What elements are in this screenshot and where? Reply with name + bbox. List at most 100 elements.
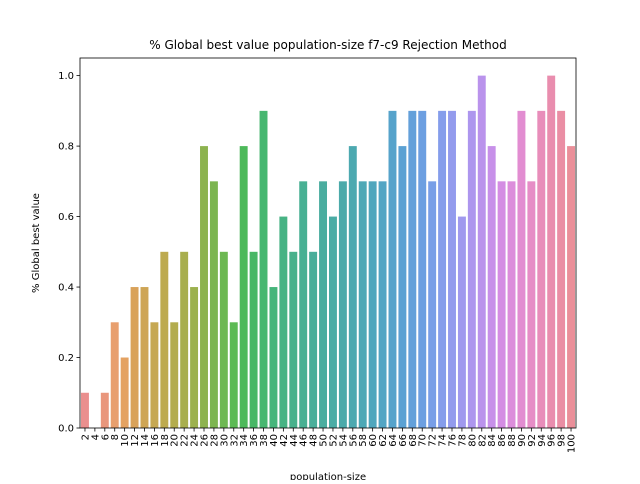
- x-tick-label: 24: [190, 434, 201, 447]
- x-axis-label: population-size: [290, 472, 366, 480]
- bar-64: [388, 110, 397, 429]
- y-axis-label: % Global best value: [31, 193, 42, 293]
- bar-38: [259, 110, 268, 429]
- bar-18: [160, 251, 169, 428]
- y-tick-label: 0.8: [58, 142, 74, 153]
- x-tick-label: 88: [507, 434, 518, 447]
- x-tick-label: 66: [398, 434, 409, 447]
- bar-28: [209, 181, 218, 428]
- x-tick-label: 98: [557, 434, 568, 447]
- bar-12: [130, 287, 139, 428]
- y-tick-label: 0.2: [58, 353, 74, 364]
- x-tick-label: 16: [150, 434, 161, 447]
- x-tick-label: 40: [269, 434, 280, 447]
- x-tick-label: 44: [289, 434, 300, 447]
- bar-84: [487, 146, 496, 428]
- x-tick-label: 2: [80, 434, 91, 440]
- x-tick-label: 100: [567, 434, 578, 453]
- bar-56: [348, 146, 357, 428]
- bar-98: [557, 110, 566, 429]
- bar-74: [438, 110, 447, 429]
- bar-72: [428, 181, 437, 428]
- bar-50: [319, 181, 328, 428]
- plot-area: 0.00.20.40.60.81.02468101214161820222426…: [58, 57, 578, 453]
- x-tick-label: 74: [438, 434, 449, 447]
- x-tick-label: 36: [249, 434, 260, 447]
- bar-2: [80, 392, 89, 428]
- bar-32: [229, 322, 238, 428]
- bar-52: [328, 216, 337, 428]
- x-tick-label: 14: [140, 434, 151, 447]
- bar-26: [200, 146, 208, 428]
- bar-58: [358, 181, 367, 428]
- bar-70: [418, 110, 427, 429]
- bar-68: [408, 110, 417, 429]
- bar-88: [507, 181, 516, 428]
- x-tick-label: 22: [180, 434, 191, 447]
- bar-90: [517, 110, 526, 429]
- bar-96: [547, 75, 556, 429]
- x-tick-label: 12: [130, 434, 141, 447]
- x-tick-label: 84: [487, 434, 498, 447]
- x-tick-label: 90: [517, 434, 528, 447]
- y-tick-label: 0.4: [58, 283, 74, 294]
- x-tick-label: 76: [448, 434, 459, 447]
- bar-44: [289, 251, 298, 428]
- y-tick-label: 0.0: [58, 424, 74, 435]
- bar-36: [249, 251, 258, 428]
- x-tick-label: 70: [418, 434, 429, 447]
- chart-title: % Global best value population-size f7-c…: [149, 38, 506, 52]
- x-tick-label: 82: [477, 434, 488, 447]
- x-tick-label: 32: [229, 434, 240, 447]
- x-tick-label: 30: [219, 434, 230, 447]
- x-tick-label: 10: [120, 434, 131, 447]
- bar-42: [279, 216, 288, 428]
- bar-76: [448, 110, 456, 429]
- x-tick-label: 46: [299, 434, 310, 447]
- x-tick-label: 8: [110, 434, 121, 440]
- bar-46: [299, 181, 308, 428]
- x-tick-label: 64: [388, 434, 399, 447]
- bar-8: [110, 322, 119, 428]
- x-tick-label: 62: [378, 434, 389, 447]
- bar-94: [537, 110, 546, 429]
- x-tick-label: 60: [368, 434, 379, 447]
- bar-78: [457, 216, 466, 428]
- y-tick-label: 0.6: [58, 212, 74, 223]
- x-tick-label: 56: [348, 434, 359, 447]
- x-tick-label: 50: [319, 434, 330, 447]
- x-tick-label: 78: [457, 434, 468, 447]
- bar-22: [180, 251, 189, 428]
- bar-10: [120, 357, 129, 428]
- x-tick-label: 34: [239, 434, 250, 447]
- x-tick-label: 42: [279, 434, 290, 447]
- x-tick-label: 54: [338, 434, 349, 447]
- bar-24: [190, 287, 199, 428]
- bar-30: [219, 251, 228, 428]
- x-tick-label: 6: [100, 434, 111, 440]
- bar-80: [467, 110, 476, 429]
- x-tick-label: 18: [160, 434, 171, 447]
- x-tick-label: 4: [90, 434, 101, 440]
- bar-62: [378, 181, 387, 428]
- x-tick-label: 26: [200, 434, 211, 447]
- bar-20: [170, 322, 179, 428]
- x-tick-label: 48: [309, 434, 320, 447]
- bar-6: [100, 392, 109, 428]
- x-tick-label: 52: [328, 434, 339, 447]
- x-tick-label: 38: [259, 434, 270, 447]
- x-tick-label: 80: [467, 434, 478, 447]
- bar-66: [398, 146, 407, 428]
- x-tick-label: 96: [547, 434, 558, 447]
- bar-92: [527, 181, 536, 428]
- bar-40: [269, 287, 278, 428]
- bar-14: [140, 287, 149, 428]
- axes-frame: [79, 57, 577, 429]
- bar-82: [477, 75, 486, 429]
- bar-54: [338, 181, 347, 428]
- x-tick-label: 92: [527, 434, 538, 447]
- x-tick-label: 68: [408, 434, 419, 447]
- bar-60: [368, 181, 377, 428]
